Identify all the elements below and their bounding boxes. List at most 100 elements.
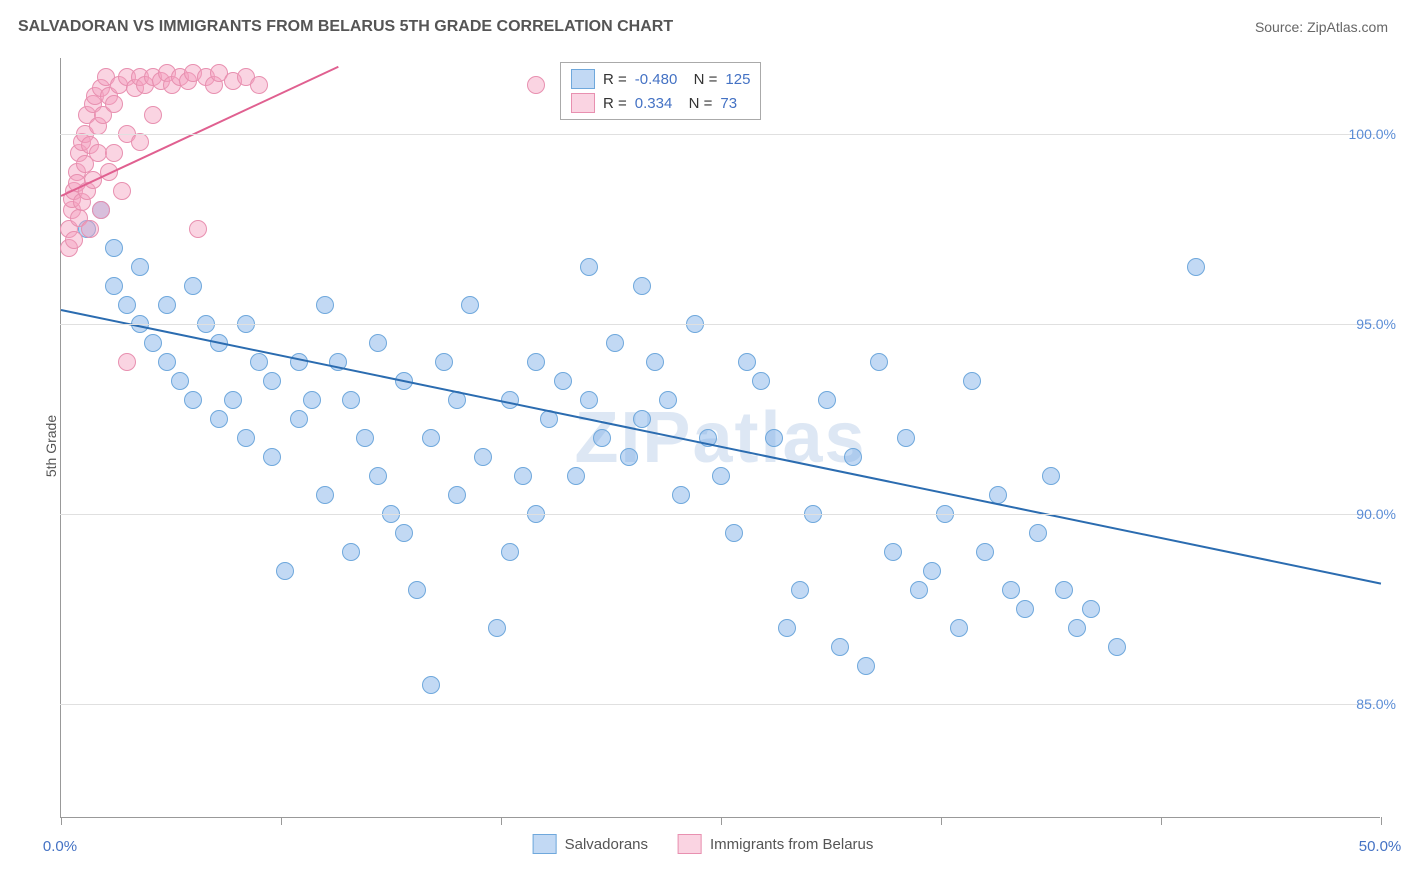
scatter-point [844,448,862,466]
scatter-point [897,429,915,447]
scatter-point [342,543,360,561]
scatter-point [950,619,968,637]
x-tick [501,817,502,825]
scatter-point [316,486,334,504]
scatter-point [580,258,598,276]
stat-row: R = -0.480 N = 125 [571,67,750,91]
scatter-point [369,467,387,485]
stat-n: 125 [725,71,750,88]
scatter-point [752,372,770,390]
scatter-point [158,353,176,371]
legend-item: Immigrants from Belarus [678,834,873,854]
gridline [60,134,1380,135]
scatter-point [1016,600,1034,618]
scatter-point [184,391,202,409]
scatter-point [659,391,677,409]
x-tick [281,817,282,825]
scatter-point [580,391,598,409]
gridline [60,324,1380,325]
legend-label: Salvadorans [565,836,648,853]
scatter-point [765,429,783,447]
scatter-point [474,448,492,466]
scatter-point [105,239,123,257]
legend-item: Salvadorans [533,834,648,854]
stat-r: -0.480 [635,71,678,88]
scatter-point [356,429,374,447]
scatter-point [118,296,136,314]
scatter-point [171,372,189,390]
scatter-point [369,334,387,352]
scatter-point [342,391,360,409]
scatter-point [963,372,981,390]
scatter-point [527,76,545,94]
scatter-point [646,353,664,371]
scatter-point [290,410,308,428]
scatter-point [81,220,99,238]
scatter-point [1042,467,1060,485]
scatter-point [65,231,83,249]
scatter-point [105,144,123,162]
scatter-point [461,296,479,314]
y-axis-label: 5th Grade [43,415,59,477]
scatter-point [501,543,519,561]
scatter-point [514,467,532,485]
scatter-point [818,391,836,409]
scatter-point [237,429,255,447]
y-tick-label: 85.0% [1356,696,1396,712]
scatter-point [290,353,308,371]
y-tick-label: 95.0% [1356,316,1396,332]
scatter-point [606,334,624,352]
stat-n: 73 [720,95,737,112]
scatter-point [1055,581,1073,599]
scatter-point [488,619,506,637]
x-tick [1161,817,1162,825]
scatter-point [1187,258,1205,276]
scatter-point [158,296,176,314]
x-axis-label: 0.0% [43,838,77,855]
legend-swatch [571,93,595,113]
trend-line [61,309,1381,585]
scatter-point [250,353,268,371]
scatter-point [131,258,149,276]
scatter-point [593,429,611,447]
gridline [60,704,1380,705]
scatter-point [725,524,743,542]
scatter-point [105,277,123,295]
legend-swatch [571,69,595,89]
scatter-point [1108,638,1126,656]
scatter-point [113,182,131,200]
scatter-point [778,619,796,637]
scatter-point [105,95,123,113]
scatter-point [870,353,888,371]
scatter-point [831,638,849,656]
scatter-point [184,277,202,295]
legend-swatch [533,834,557,854]
x-tick [61,817,62,825]
scatter-point [435,353,453,371]
scatter-point [672,486,690,504]
scatter-point [791,581,809,599]
stat-r: 0.334 [635,95,673,112]
scatter-point [923,562,941,580]
scatter-point [422,676,440,694]
page-title: SALVADORAN VS IMMIGRANTS FROM BELARUS 5T… [18,18,673,36]
scatter-point [712,467,730,485]
scatter-point [448,486,466,504]
scatter-point [620,448,638,466]
scatter-point [976,543,994,561]
x-axis-label: 50.0% [1359,838,1402,855]
y-tick-label: 90.0% [1356,506,1396,522]
scatter-point [1002,581,1020,599]
scatter-point [303,391,321,409]
scatter-point [1068,619,1086,637]
scatter-point [395,524,413,542]
scatter-point [189,220,207,238]
legend-label: Immigrants from Belarus [710,836,873,853]
scatter-point [131,133,149,151]
bottom-legend: Salvadorans Immigrants from Belarus [533,834,874,854]
scatter-point [554,372,572,390]
scatter-point [276,562,294,580]
scatter-point [210,410,228,428]
scatter-point [1029,524,1047,542]
x-tick [1381,817,1382,825]
